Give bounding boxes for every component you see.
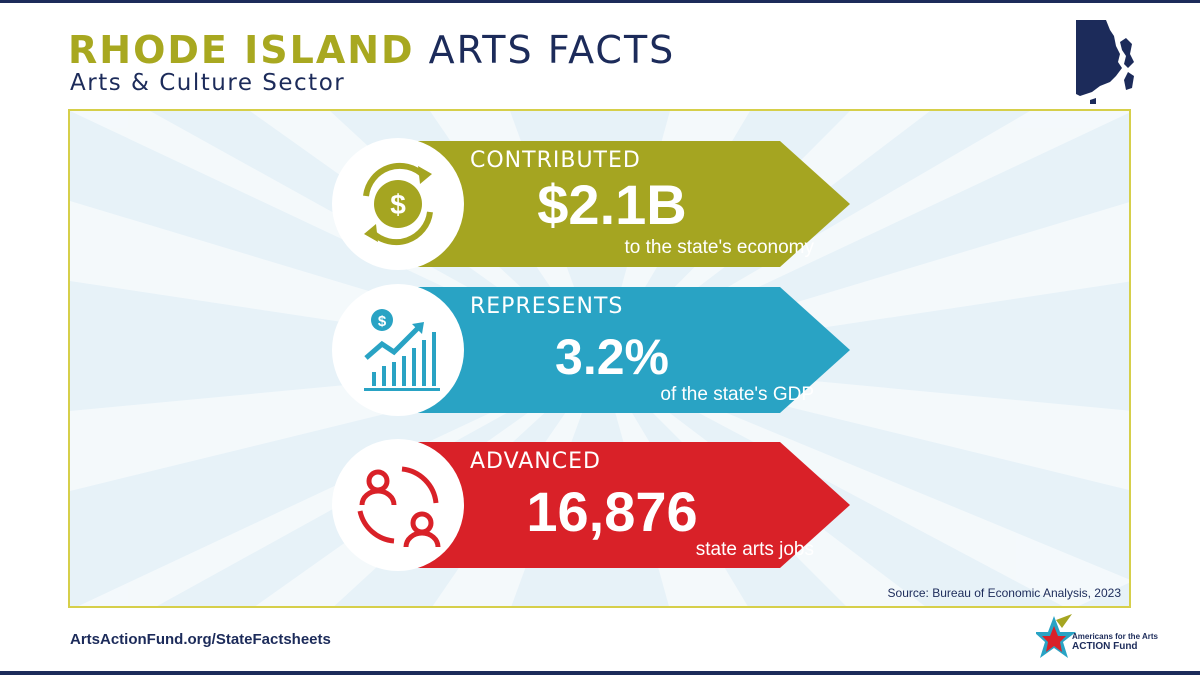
stat-represents: $ REPRESENTS 3.2% of the state's GDP [332,284,850,416]
stat-description: to the state's economy [624,237,814,258]
stat-icon-circle [332,439,464,571]
logo-line-1: Americans for the Arts [1072,632,1158,641]
facts-panel: $ CONTRIBUTED $2.1B to the state's econo… [68,109,1131,608]
source-note: Source: Bureau of Economic Analysis, 202… [887,586,1121,600]
stat-arrow-banner [402,141,850,267]
stat-value: 3.2% [555,329,669,385]
title-state: RHODE ISLAND [68,28,415,72]
stat-label: REPRESENTS [470,294,624,319]
stat-label: CONTRIBUTED [470,148,641,173]
footer-link[interactable]: ArtsActionFund.org/StateFactsheets [70,631,331,648]
bottom-rule [0,671,1200,675]
page-title: RHODE ISLAND ARTS FACTS [68,28,675,72]
stat-icon-circle: $ [332,284,464,416]
dollar-cycle-icon: $ [363,162,433,246]
stat-description: of the state's GDP [660,384,814,405]
people-cycle-icon [357,466,441,548]
stat-arrow-banner [402,287,850,413]
title-rest: ARTS FACTS [428,28,676,72]
svg-text:$: $ [390,189,406,220]
rhode-island-map-icon [1076,20,1134,104]
stat-icon-circle: $ [332,138,464,270]
stat-description: state arts jobs [695,539,814,560]
top-rule [0,0,1200,3]
logo-line-2: ACTION Fund [1072,641,1138,652]
action-fund-logo-text: Americans for the Arts ACTION Fund [1072,632,1158,652]
stat-arrow-banner [402,442,850,568]
action-fund-star-logo-icon [1036,614,1076,658]
growth-chart-icon: $ [364,309,440,391]
stat-value: $2.1B [537,173,687,236]
stat-contributed: $ CONTRIBUTED $2.1B to the state's econo… [332,138,850,270]
svg-text:$: $ [378,313,387,330]
stat-advanced: ADVANCED 16,876 state arts jobs [332,439,850,571]
stat-label: ADVANCED [470,449,601,474]
stat-value: 16,876 [526,480,698,543]
page-subtitle: Arts & Culture Sector [70,70,346,96]
